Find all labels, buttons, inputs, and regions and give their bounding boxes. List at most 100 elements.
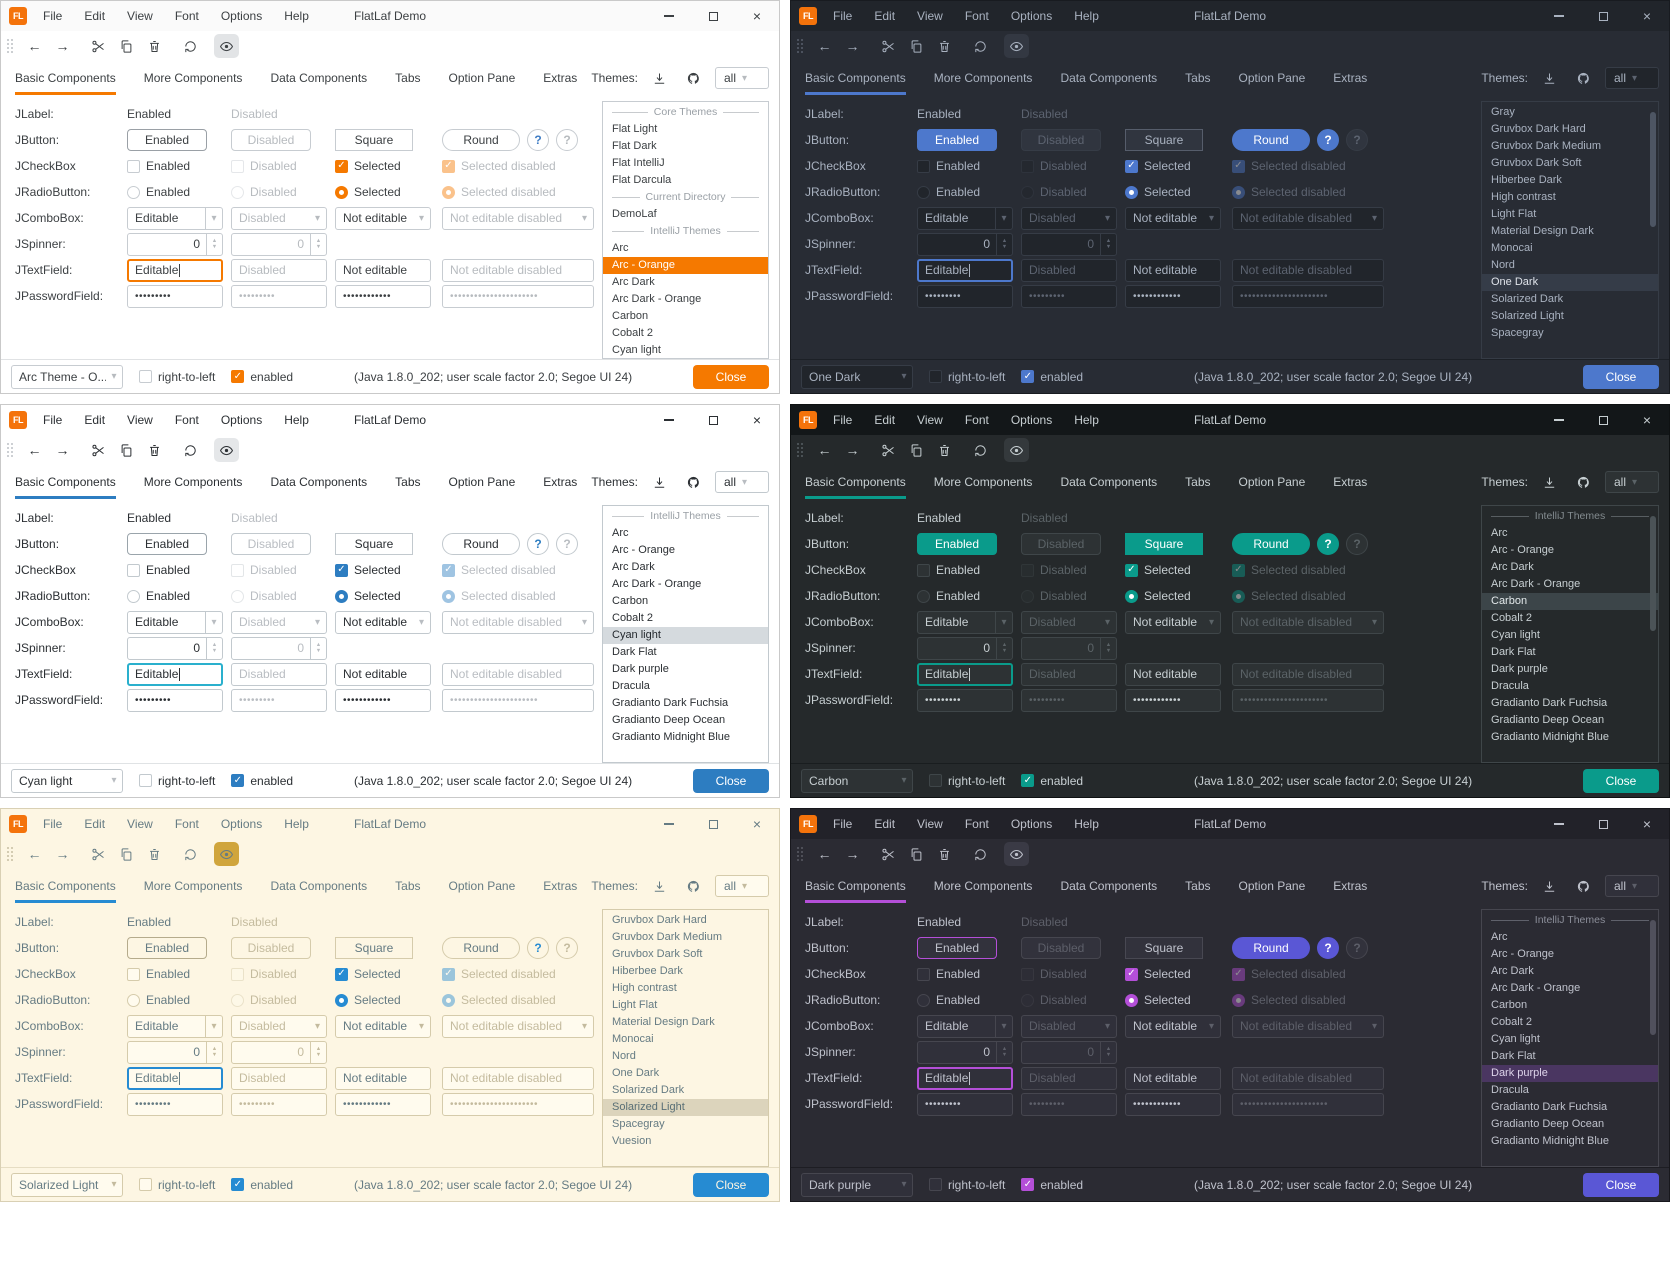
themes-list-item[interactable]: Carbon — [1482, 593, 1658, 610]
textfield-editable[interactable]: Editable — [127, 662, 223, 686]
menu-file[interactable]: File — [43, 413, 63, 427]
minimize-button[interactable] — [647, 1, 691, 31]
themes-list-item[interactable]: Arc - Orange — [1491, 948, 1554, 960]
theme-selector-combo[interactable]: Cyan light ▾ — [11, 768, 123, 793]
themes-list-item[interactable]: Arc Dark - Orange — [612, 578, 702, 590]
maximize-button[interactable] — [1581, 405, 1625, 435]
themes-list-item[interactable]: High contrast — [1491, 191, 1556, 203]
round-button[interactable]: Round — [442, 129, 520, 151]
download-theme-button[interactable] — [1537, 874, 1562, 898]
themes-list-item[interactable]: One Dark — [612, 1067, 660, 1079]
textfield-editable[interactable]: Editable — [127, 1066, 223, 1090]
theme-selector-combo[interactable]: Carbon ▾ — [801, 768, 913, 793]
themes-list-item[interactable]: Dracula — [1491, 680, 1529, 692]
menu-file[interactable]: File — [833, 9, 853, 23]
forward-button[interactable]: → — [840, 438, 865, 462]
right-to-left-checkbox[interactable]: right-to-left — [929, 1178, 1005, 1192]
round-button[interactable]: Round — [1232, 533, 1310, 555]
square-button[interactable]: Square — [335, 129, 413, 151]
menu-options[interactable]: Options — [1010, 817, 1053, 831]
minimize-button[interactable] — [647, 809, 691, 839]
combobox-not-editable[interactable]: Not editable ▾ — [1125, 610, 1221, 634]
themes-filter-combo[interactable]: all ▾ — [1605, 67, 1659, 89]
download-theme-button[interactable] — [1537, 470, 1562, 494]
menu-view[interactable]: View — [917, 817, 943, 831]
menu-help[interactable]: Help — [284, 817, 309, 831]
toolbar-grip[interactable] — [797, 847, 803, 861]
themes-list-item[interactable]: Gradianto Dark Fuchsia — [1491, 697, 1608, 709]
toolbar-grip[interactable] — [7, 39, 13, 53]
themes-list-item[interactable]: Dracula — [612, 680, 650, 692]
checkbox-enabled[interactable]: Enabled — [917, 563, 1021, 577]
minimize-button[interactable] — [1537, 809, 1581, 839]
themes-list-item[interactable]: Nord — [612, 1050, 636, 1062]
tab-more-components[interactable]: More Components — [933, 878, 1033, 893]
textfield-editable[interactable]: Editable — [917, 258, 1013, 282]
github-button[interactable] — [1571, 66, 1596, 90]
refresh-button[interactable] — [968, 842, 993, 866]
enabled-checkbox[interactable]: ✓ enabled — [231, 1178, 293, 1192]
spinner-arrows-icon[interactable]: ▲ ▼ — [996, 1041, 1012, 1063]
themes-list-item[interactable]: Material Design Dark — [612, 1016, 715, 1028]
help-button[interactable]: ? — [1317, 533, 1339, 555]
menu-options[interactable]: Options — [220, 817, 263, 831]
themes-list-item[interactable]: Carbon — [612, 310, 649, 322]
textfield-editable[interactable]: Editable — [917, 662, 1013, 686]
menu-help[interactable]: Help — [1074, 413, 1099, 427]
copy-button[interactable] — [904, 34, 929, 58]
round-button[interactable]: Round — [1232, 937, 1310, 959]
tab-data-components[interactable]: Data Components — [270, 70, 368, 85]
radio-enabled[interactable]: Enabled — [127, 185, 231, 199]
refresh-button[interactable] — [968, 34, 993, 58]
toolbar-grip[interactable] — [797, 443, 803, 457]
passwordfield-editable[interactable]: ••••••••• — [917, 284, 1013, 308]
menu-edit[interactable]: Edit — [874, 413, 896, 427]
cut-button[interactable] — [876, 34, 901, 58]
combobox-editable[interactable]: Editable ▾ — [127, 610, 223, 634]
themes-list-item[interactable]: Spacegray — [1491, 327, 1544, 339]
forward-button[interactable]: → — [840, 842, 865, 866]
maximize-button[interactable] — [691, 405, 735, 435]
copy-button[interactable] — [904, 842, 929, 866]
spinner-enabled[interactable]: 0 ▲ ▼ — [127, 232, 223, 256]
menu-view[interactable]: View — [917, 9, 943, 23]
show-hidden-toggle[interactable] — [214, 34, 239, 58]
themes-list-item[interactable]: Cobalt 2 — [612, 612, 653, 624]
right-to-left-checkbox[interactable]: right-to-left — [929, 370, 1005, 384]
tab-tabs[interactable]: Tabs — [1185, 474, 1211, 489]
tab-tabs[interactable]: Tabs — [1185, 878, 1211, 893]
checkbox-enabled[interactable]: Enabled — [127, 563, 231, 577]
themes-list-item[interactable]: Arc Dark - Orange — [1491, 578, 1581, 590]
themes-list-item[interactable]: Cobalt 2 — [1491, 612, 1532, 624]
tab-extras[interactable]: Extras — [543, 70, 578, 85]
themes-list-item[interactable]: Dark Flat — [612, 646, 657, 658]
menu-help[interactable]: Help — [284, 9, 309, 23]
themes-list-item[interactable]: Arc - Orange — [1491, 544, 1554, 556]
github-button[interactable] — [681, 470, 706, 494]
themes-list-item[interactable]: Light Flat — [612, 999, 658, 1011]
themes-list-item[interactable]: Solarized Dark — [612, 1084, 685, 1096]
radio-enabled[interactable]: Enabled — [917, 993, 1021, 1007]
themes-list-item[interactable]: Gradianto Deep Ocean — [612, 714, 726, 726]
github-button[interactable] — [681, 874, 706, 898]
themes-list-item[interactable]: Solarized Light — [1491, 310, 1564, 322]
themes-list-item[interactable]: Cyan light — [603, 627, 768, 644]
menu-font[interactable]: Font — [174, 413, 199, 427]
themes-list-item[interactable]: Spacegray — [612, 1118, 665, 1130]
radio-selected[interactable]: Selected — [1125, 185, 1232, 199]
menu-file[interactable]: File — [833, 413, 853, 427]
menu-help[interactable]: Help — [1074, 9, 1099, 23]
passwordfield-editable[interactable]: ••••••••• — [127, 1092, 223, 1116]
combobox-not-editable[interactable]: Not editable ▾ — [335, 610, 431, 634]
minimize-button[interactable] — [1537, 1, 1581, 31]
themes-list-item[interactable]: Arc — [1491, 931, 1508, 943]
themes-list-item[interactable]: Hiberbee Dark — [612, 965, 683, 977]
help-button[interactable]: ? — [1317, 129, 1339, 151]
square-button[interactable]: Square — [335, 937, 413, 959]
themes-list-item[interactable]: Flat Dark — [612, 140, 657, 152]
menu-file[interactable]: File — [43, 817, 63, 831]
themes-list-item[interactable]: High contrast — [612, 982, 677, 994]
download-theme-button[interactable] — [647, 874, 672, 898]
back-button[interactable]: ← — [812, 842, 837, 866]
themes-filter-combo[interactable]: all ▾ — [715, 67, 769, 89]
